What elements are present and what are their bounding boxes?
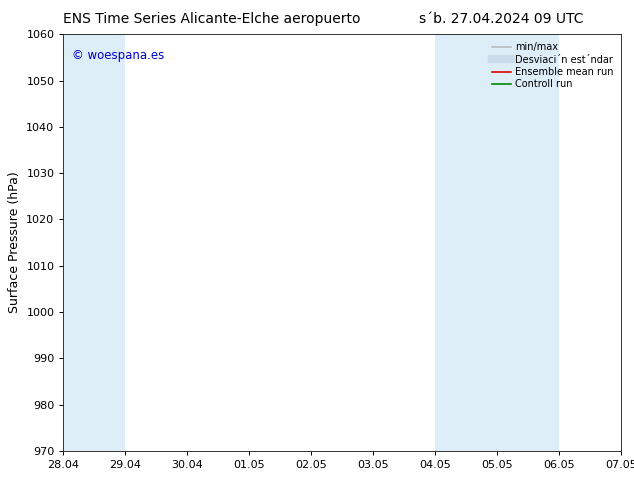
Bar — [621, 34, 634, 451]
Y-axis label: Surface Pressure (hPa): Surface Pressure (hPa) — [8, 172, 21, 314]
Text: s´b. 27.04.2024 09 UTC: s´b. 27.04.2024 09 UTC — [419, 12, 583, 26]
Bar — [436, 34, 559, 451]
Legend: min/max, Desviaci´n est´ndar, Ensemble mean run, Controll run: min/max, Desviaci´n est´ndar, Ensemble m… — [489, 39, 616, 92]
Text: ENS Time Series Alicante-Elche aeropuerto: ENS Time Series Alicante-Elche aeropuert… — [63, 12, 361, 26]
Bar — [63, 34, 126, 451]
Text: © woespana.es: © woespana.es — [72, 49, 164, 62]
